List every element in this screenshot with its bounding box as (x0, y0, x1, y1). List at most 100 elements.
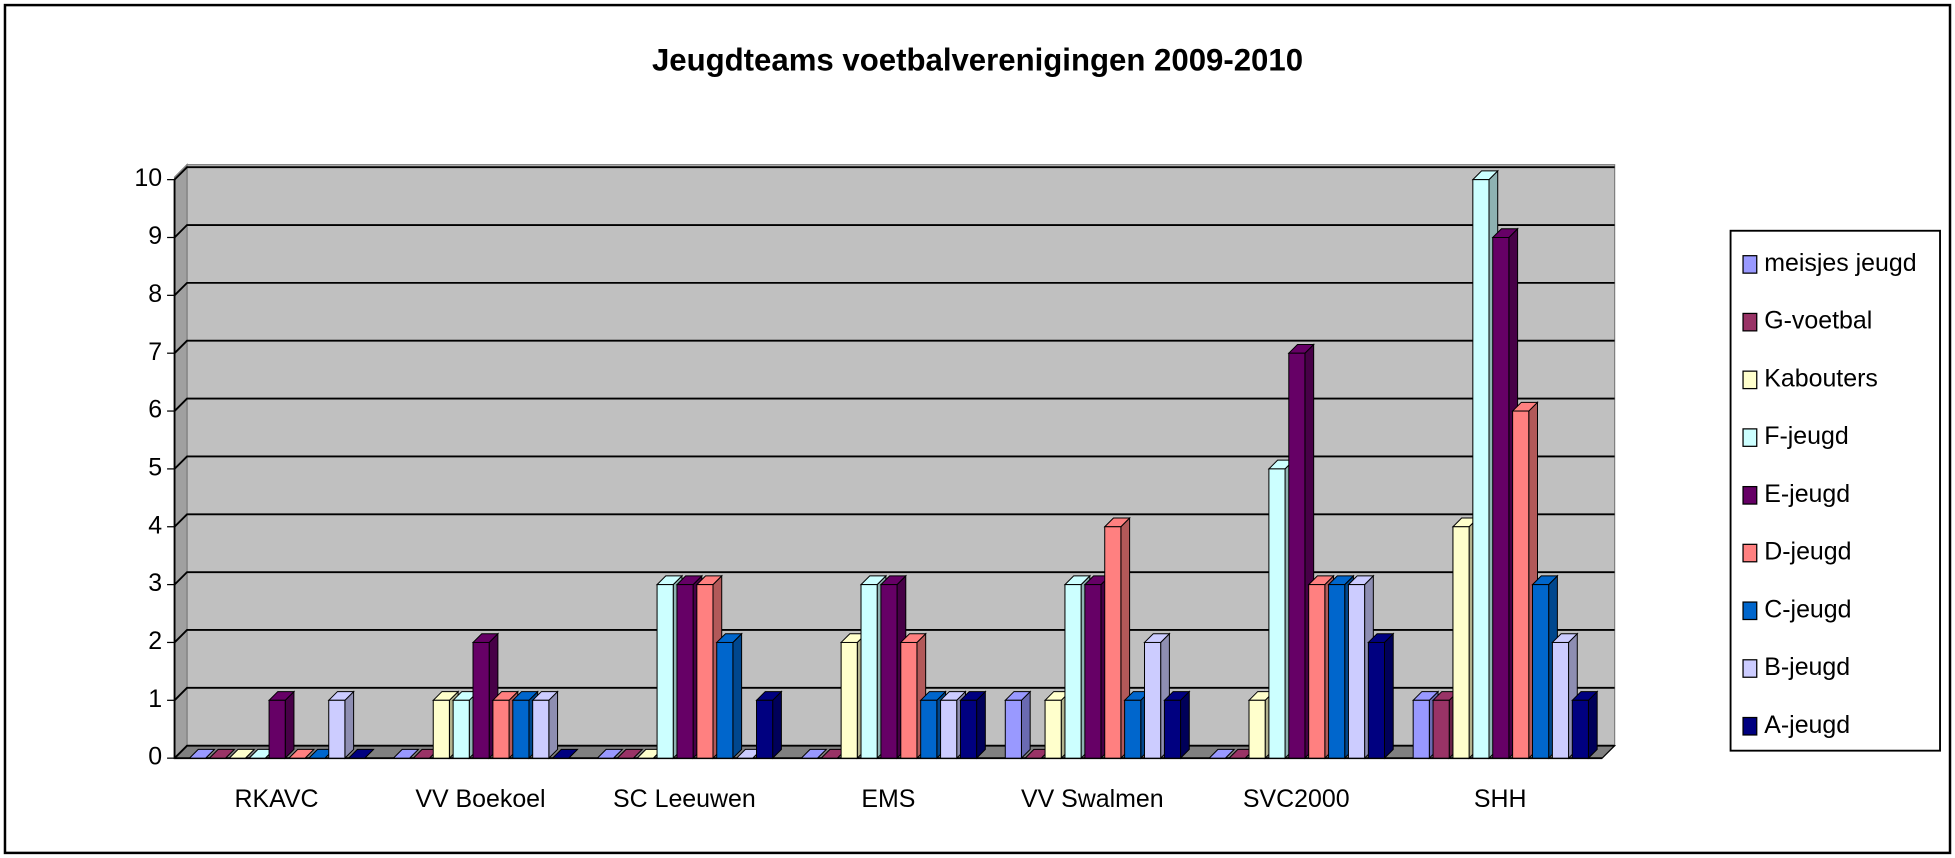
grid-line (173, 224, 1615, 239)
bar-top (347, 748, 375, 759)
bar-top (800, 748, 828, 759)
bar (327, 690, 355, 760)
bar (551, 748, 579, 759)
bar (755, 690, 783, 760)
bar (267, 690, 296, 760)
bar-side-dark (732, 633, 742, 759)
bar-front (1432, 699, 1450, 759)
y-tick-label: 10 (134, 164, 162, 192)
bar-front (656, 584, 674, 759)
bar-front (1551, 641, 1570, 759)
grid-line (173, 339, 1615, 354)
bar (800, 748, 828, 759)
bar-front (1472, 179, 1490, 759)
bar-front (756, 699, 774, 759)
y-tick-label: 2 (148, 627, 162, 655)
y-tick-label: 1 (148, 685, 162, 713)
legend-box (1729, 229, 1941, 752)
bar (1208, 748, 1236, 759)
grid-line (173, 397, 1615, 412)
bar-front (1004, 699, 1022, 759)
bar-front (268, 699, 286, 759)
bar (347, 748, 375, 759)
legend-label: A-jeugd (1764, 711, 1850, 739)
bar-front (1367, 641, 1385, 759)
y-tick-label: 3 (148, 569, 162, 597)
x-tick-label: SVC2000 (1243, 785, 1350, 813)
x-tick-label: SHH (1474, 785, 1527, 813)
bar-front (492, 699, 510, 759)
bar-front (1163, 699, 1182, 759)
bar-side-dark (976, 691, 986, 759)
grid-line (173, 455, 1615, 470)
bar (1367, 632, 1395, 760)
legend-label: E-jeugd (1764, 480, 1850, 508)
legend-swatch (1742, 428, 1758, 447)
bar-top (188, 748, 216, 759)
bar (616, 748, 644, 759)
legend-swatch (1742, 543, 1758, 563)
bar-front (1571, 699, 1589, 759)
bar-front (959, 699, 978, 759)
bar-front (1104, 526, 1122, 759)
legend-label: meisjes jeugd (1764, 249, 1916, 277)
bar-front (940, 699, 958, 759)
bar-front (1512, 410, 1530, 759)
bar-side-dark (1021, 691, 1031, 759)
bar-front (676, 584, 694, 759)
legend-label: B-jeugd (1764, 653, 1850, 681)
legend-label: G-voetbal (1764, 307, 1872, 335)
bar-front (716, 641, 734, 759)
bar-side-dark (548, 691, 558, 759)
bar (1004, 690, 1032, 760)
bar (188, 748, 216, 759)
bar-front (840, 641, 858, 759)
chart-title: Jeugdteams voetbalverenigingen 2009-2010 (652, 43, 1303, 78)
grid-line (173, 166, 1615, 181)
legend-label: C-jeugd (1764, 595, 1851, 623)
bar-top (1208, 748, 1236, 759)
bar-front (532, 699, 550, 759)
bar (228, 748, 256, 759)
x-tick-label: VV Swalmen (1021, 785, 1164, 813)
bar-front (920, 699, 938, 759)
bar (959, 690, 987, 760)
bar-top (208, 748, 236, 759)
bar-front (1492, 236, 1510, 759)
bar-front (1412, 699, 1430, 759)
bar-top (616, 748, 644, 759)
legend-swatch (1742, 312, 1758, 332)
bar-top (551, 748, 579, 759)
legend-label: D-jeugd (1764, 538, 1851, 566)
bar-front (1248, 699, 1266, 759)
legend-swatch (1742, 601, 1758, 621)
bar-front (432, 699, 450, 759)
bar-side-dark (1180, 691, 1190, 759)
bar-front (1144, 641, 1162, 759)
legend-swatch (1742, 370, 1758, 390)
bar-front (452, 699, 470, 759)
bar-front (1532, 584, 1550, 759)
legend-label: Kabouters (1764, 364, 1878, 392)
grid-line (173, 513, 1615, 528)
grid-line (173, 571, 1615, 586)
bar (392, 748, 420, 759)
bar (596, 748, 624, 759)
x-tick-label: RKAVC (235, 785, 319, 813)
bar-front (1347, 584, 1366, 759)
bar-side-dark (772, 691, 782, 759)
bar-front (1124, 699, 1142, 759)
bar-front (1044, 699, 1062, 759)
bar (1103, 516, 1131, 760)
bar-top (392, 748, 420, 759)
legend-swatch (1742, 659, 1758, 678)
x-tick-label: VV Boekoel (415, 785, 545, 813)
x-tick-label: SC Leeuwen (613, 785, 756, 813)
y-tick-label: 4 (148, 511, 162, 539)
bar-front (696, 584, 714, 759)
grid-line (173, 686, 1615, 701)
bar-front (1268, 468, 1286, 759)
bar (1163, 690, 1191, 760)
bar-front (1288, 352, 1306, 759)
grid-line (173, 281, 1615, 297)
